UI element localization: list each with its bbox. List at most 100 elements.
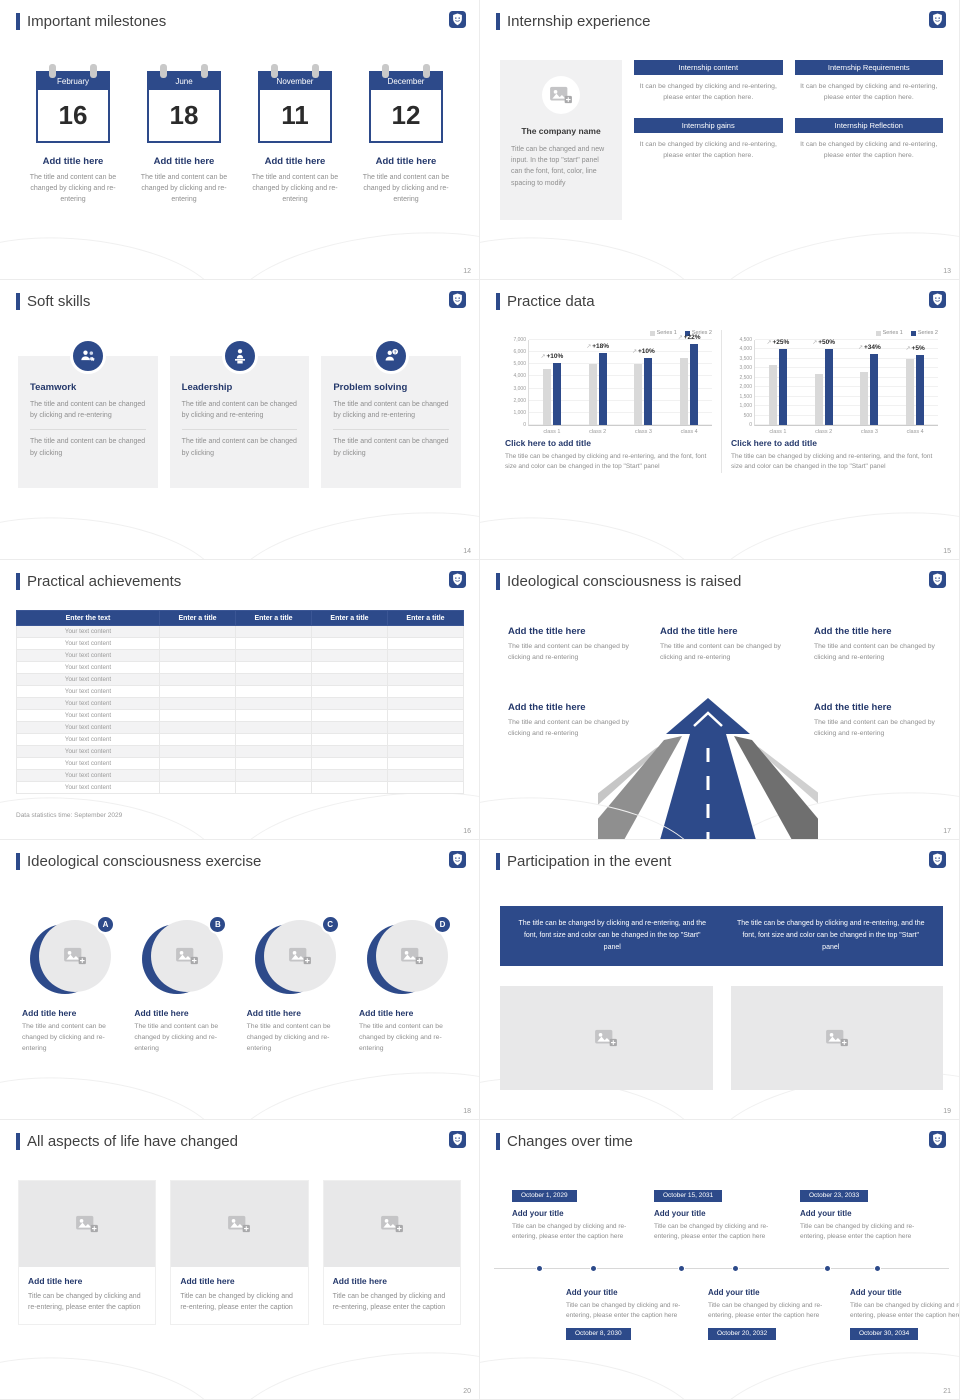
slide-thumbnail-21-changes-over-time[interactable]: Changes over time October 1, 2029 Add yo… <box>480 1120 960 1400</box>
school-logo-icon <box>929 11 946 28</box>
timeline-axis <box>494 1268 949 1269</box>
image-placeholder-icon <box>75 1214 99 1234</box>
page-number: 19 <box>943 1108 951 1115</box>
life-card: Add title here Title can be changed by c… <box>322 1180 461 1326</box>
table-row: Your text content <box>15 697 465 710</box>
milestone-item: November 11 Add title here The title and… <box>248 62 342 206</box>
life-heading: Add title here <box>332 1276 387 1286</box>
exercise-heading: Add title here <box>134 1008 189 1018</box>
milestone-caption: The title and content can be changed by … <box>362 174 450 204</box>
page-number: 13 <box>943 268 951 275</box>
exercise-caption: The title and content can be changed by … <box>22 1023 106 1052</box>
milestone-heading: Add title here <box>264 156 326 167</box>
growth-arrow-icon: ↗ <box>766 340 772 347</box>
event-banner: The title can be changed by clicking and… <box>500 906 943 966</box>
school-logo-icon <box>449 1131 466 1148</box>
calendar-ring-icon <box>90 64 97 78</box>
life-card: Add title here Title can be changed by c… <box>18 1180 157 1326</box>
slide-thumbnail-19-participation[interactable]: Participation in the event The title can… <box>480 840 960 1120</box>
slide-title: Practice data <box>507 293 595 310</box>
life-cards: Add title here Title can be changed by c… <box>18 1180 461 1326</box>
exercise-item: B Add title here The title and content c… <box>134 915 232 1055</box>
image-placeholder-icon <box>227 1214 251 1234</box>
title-accent-bar <box>16 293 20 310</box>
slide-thumbnail-15-practice-data[interactable]: Practice data Series 1 Series 2 0 1,000 2,00… <box>480 280 960 560</box>
raised-heading: Add the title here <box>508 626 586 637</box>
exercise-graphic: C <box>254 915 340 996</box>
life-heading: Add title here <box>28 1276 83 1286</box>
raised-block: Add the title here The title and content… <box>814 702 948 740</box>
problem-solving-icon: ? <box>373 338 410 374</box>
title-accent-bar <box>496 293 500 310</box>
letter-badge: C <box>320 915 340 934</box>
internship-boxes: Internship content It can be changed by … <box>634 60 943 220</box>
timeline-item: October 1, 2029 Add your title Title can… <box>512 1184 642 1243</box>
slide-thumbnail-18-consciousness-exercise[interactable]: Ideological consciousness exercise A Add… <box>0 840 480 1120</box>
raised-block: Add the title here The title and content… <box>814 626 948 664</box>
timeline-item: October 15, 2031 Add your title Title ca… <box>654 1184 784 1243</box>
internship-box-caption: It can be changed by clicking and re-ent… <box>800 83 938 101</box>
timeline-heading: Add your title <box>800 1209 852 1218</box>
slide-header: Practice data <box>496 293 595 310</box>
page-number: 12 <box>463 268 471 275</box>
data-footnote: Data statistics time: September 2029 <box>16 812 123 819</box>
chart-bar <box>768 364 777 425</box>
timeline-dot <box>536 1265 543 1272</box>
exercise-item: C Add title here The title and content c… <box>247 915 345 1055</box>
chart-bar <box>778 349 787 425</box>
chart-legend: Series 1 Series 2 <box>505 330 712 336</box>
timeline-date-badge: October 8, 2030 <box>566 1327 631 1340</box>
image-placeholder-icon <box>175 946 199 966</box>
image-placeholder-icon <box>288 946 312 966</box>
table-header: Enter the text Enter a title Enter a title… <box>15 610 465 626</box>
timeline-date-badge: October 1, 2029 <box>512 1189 577 1202</box>
chart-bar <box>906 358 915 425</box>
timeline-dot <box>824 1265 831 1272</box>
slide-header: Participation in the event <box>496 853 671 870</box>
exercise-heading: Add title here <box>22 1008 77 1018</box>
life-card-body: Add title here Title can be changed by c… <box>19 1267 156 1325</box>
internship-box-caption: It can be changed by clicking and re-ent… <box>639 83 777 101</box>
skill-cards: Teamwork The title and content can be ch… <box>18 338 462 488</box>
timeline-dot <box>874 1265 881 1272</box>
timeline-heading: Add your title <box>654 1209 706 1218</box>
life-card-body: Add title here Title can be changed by c… <box>171 1267 308 1325</box>
timeline-dot <box>678 1265 685 1272</box>
skill-heading: Teamwork <box>30 382 77 393</box>
table-row: Your text content <box>15 637 465 650</box>
skill-footer: The title and content can be changed by … <box>30 429 146 458</box>
milestone-item: February 16 Add title here The title and… <box>26 62 120 206</box>
slide-thumbnail-12-important-milestones[interactable]: Important milestones February 16 Add tit… <box>0 0 480 280</box>
calendar-ring-icon <box>160 64 167 78</box>
timeline-heading: Add your title <box>850 1288 902 1297</box>
skill-heading: Problem solving <box>333 382 408 393</box>
chart-title-link: Click here to add title <box>731 438 817 448</box>
timeline-dot <box>732 1265 739 1272</box>
table-row: Your text content <box>15 769 465 782</box>
slide-thumbnail-14-soft-skills[interactable]: Soft skills Teamwork The title and conte… <box>0 280 480 560</box>
raised-block: Add the title here The title and content… <box>660 626 802 664</box>
slide-thumbnail-17-consciousness-raised[interactable]: Ideological consciousness is raised Add … <box>480 560 960 840</box>
banner-text-left: The title can be changed by clicking and… <box>518 920 707 951</box>
exercise-heading: Add title here <box>358 1008 414 1018</box>
timeline-date-badge: October 30, 2034 <box>850 1327 919 1340</box>
slide-thumbnail-13-internship-experience[interactable]: Internship experience The company name T… <box>480 0 960 280</box>
skill-card: ? Problem solving The title and content … <box>321 338 462 488</box>
page-number: 14 <box>463 548 471 555</box>
slide-header: Soft skills <box>16 293 90 310</box>
image-placeholder-icon <box>400 946 424 966</box>
slide-thumbnail-16-practical-achievements[interactable]: Practical achievements Enter the text Ent… <box>0 560 480 840</box>
slide-title: Soft skills <box>27 293 91 310</box>
timeline-caption: Title can be changed by clicking and re-… <box>512 1223 627 1241</box>
image-placeholder-icon <box>63 946 87 966</box>
exercise-item: A Add title here The title and content c… <box>22 915 120 1055</box>
chart-bar <box>598 353 607 425</box>
internship-box-header: Internship content <box>634 60 783 75</box>
raised-block: Add the title here The title and content… <box>508 626 650 664</box>
chart-caption: The title can be changed by clicking and… <box>731 453 933 471</box>
slide-thumbnail-20-life-changed[interactable]: All aspects of life have changed Add tit… <box>0 1120 480 1400</box>
skill-heading: Leadership <box>181 382 233 393</box>
calendar-icon: February 16 <box>36 64 110 143</box>
leadership-icon <box>221 338 258 374</box>
slide-header: Internship experience <box>496 13 650 30</box>
